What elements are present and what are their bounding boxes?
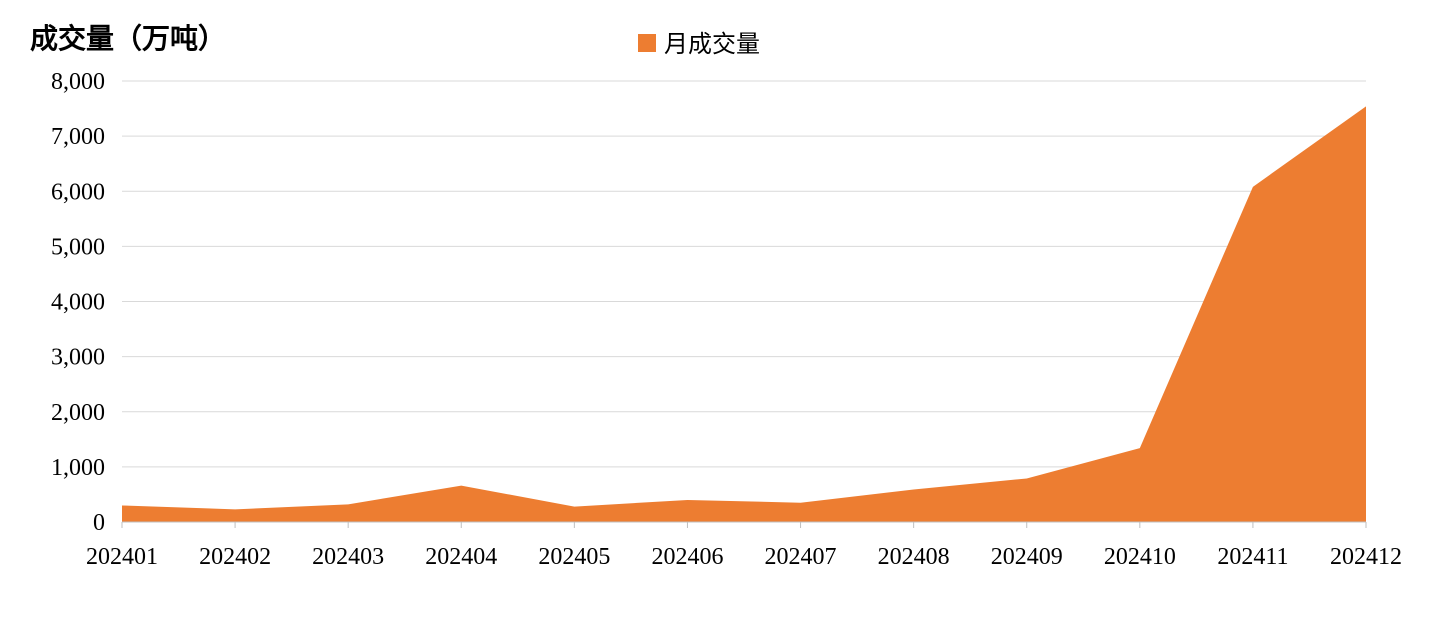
x-tick-label: 202406 (651, 544, 723, 570)
legend-swatch (638, 34, 656, 52)
x-tick-label: 202409 (991, 544, 1063, 570)
y-tick-label: 3,000 (51, 345, 105, 371)
y-tick-label: 8,000 (51, 69, 105, 95)
x-tick-label: 202412 (1330, 544, 1402, 570)
x-tick-label: 202404 (425, 544, 497, 570)
y-tick-label: 5,000 (51, 234, 105, 260)
y-tick-label: 4,000 (51, 290, 105, 316)
x-axis (121, 521, 1367, 528)
legend: 月成交量 (638, 30, 760, 58)
plot-area (122, 106, 1366, 523)
y-axis-tick-labels: 0 1,000 2,000 3,000 4,000 5,000 6,000 7,000 8,00… (51, 69, 105, 536)
y-tick-label: 6,000 (51, 179, 105, 205)
y-tick-label: 0 (93, 510, 105, 536)
x-tick-label: 202408 (878, 544, 950, 570)
x-axis-tick-labels: 202401 202402 202403 202404 202405 202406 2024… (86, 544, 1402, 570)
x-tick-label: 202410 (1104, 544, 1176, 570)
gridlines (122, 80, 1366, 468)
y-tick-label: 7,000 (51, 124, 105, 150)
x-tick-label: 202405 (538, 544, 610, 570)
x-tick-label: 202401 (86, 544, 158, 570)
y-axis-unit-label: 成交量（万吨） (30, 22, 226, 55)
x-tick-label: 202407 (765, 544, 837, 570)
series-area (122, 106, 1366, 523)
legend-label: 月成交量 (664, 30, 760, 58)
x-tick-label: 202403 (312, 544, 384, 570)
y-tick-label: 2,000 (51, 400, 105, 426)
y-tick-label: 1,000 (51, 455, 105, 481)
x-tick-label: 202402 (199, 544, 271, 570)
x-tick-label: 202411 (1217, 544, 1288, 570)
